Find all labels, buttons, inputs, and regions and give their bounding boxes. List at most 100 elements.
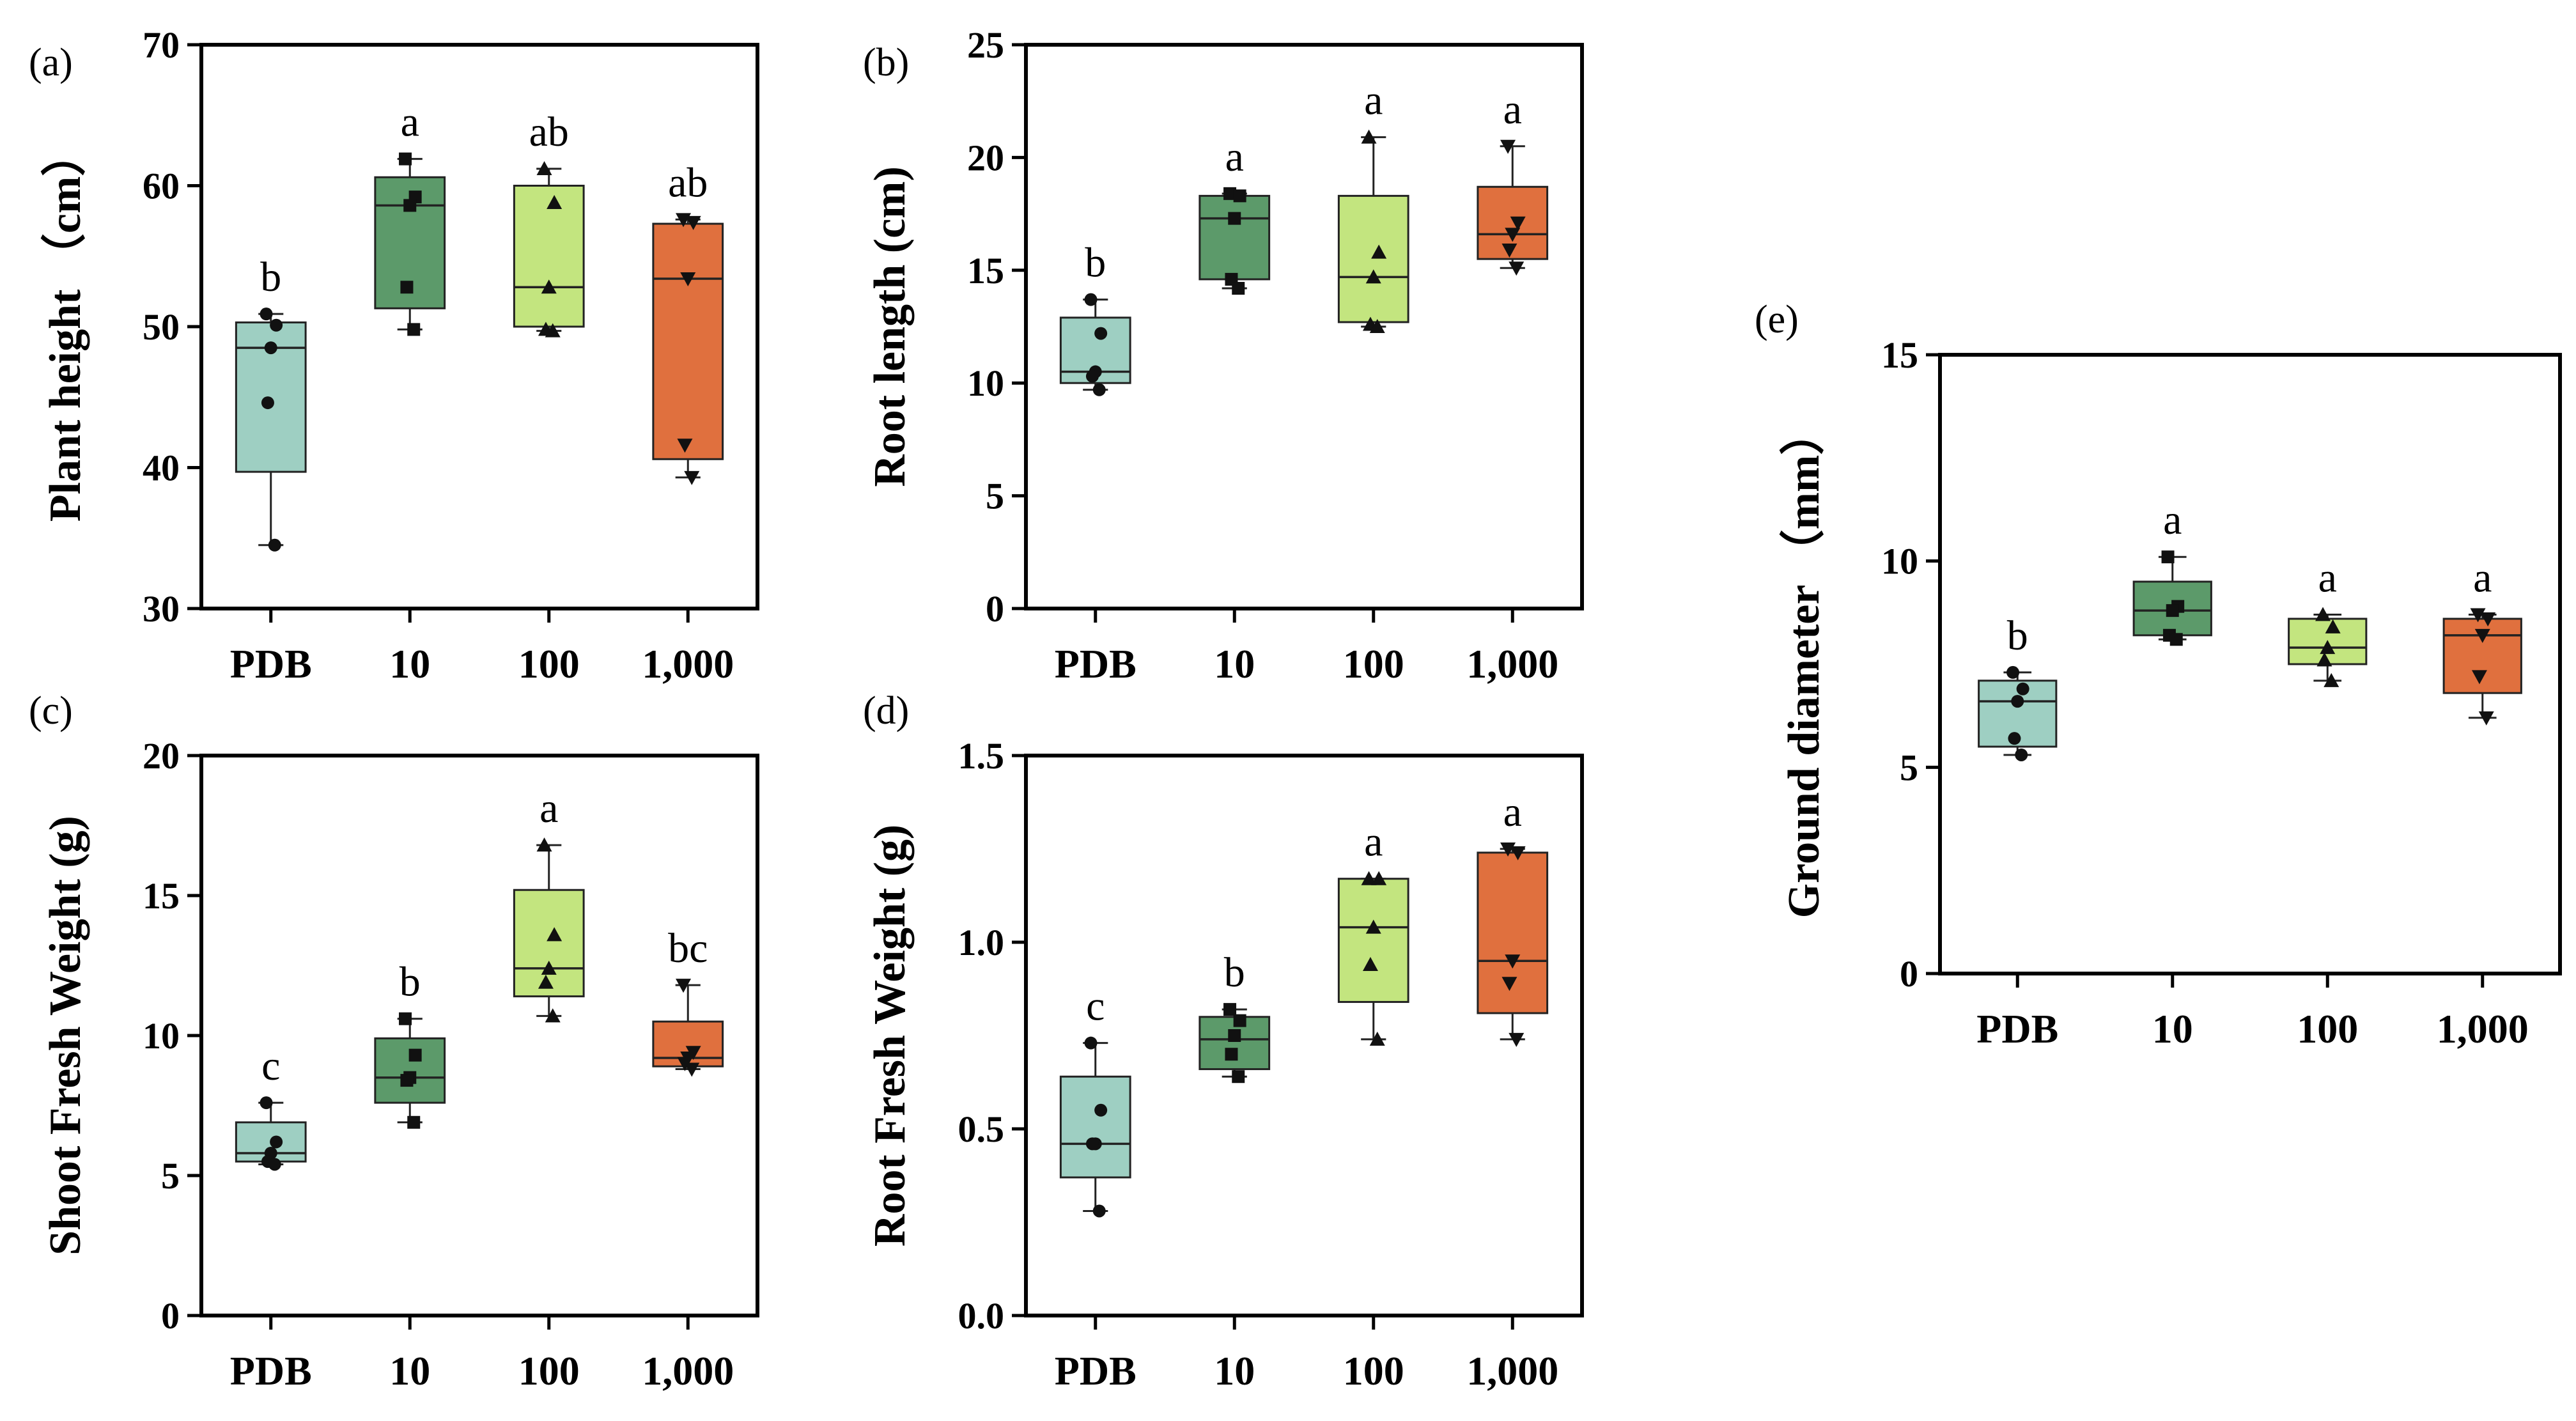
significance-letter: c <box>1086 983 1105 1030</box>
box-10: a <box>374 99 446 336</box>
data-point <box>1500 139 1516 154</box>
data-point <box>1369 319 1385 333</box>
data-point <box>407 1115 421 1129</box>
box-100: a <box>513 785 585 1023</box>
data-point <box>2316 652 2332 667</box>
y-axis-label: Root Fresh Weight (g) <box>865 825 915 1246</box>
panel-a: (a) Plant height （cm） 30 40 50 60 70 PDB b 10 a 100… <box>29 24 759 687</box>
data-point <box>399 152 412 166</box>
data-point <box>1510 846 1526 860</box>
data-point <box>264 341 277 355</box>
y-tick-label: 0.0 <box>958 1295 1005 1337</box>
data-point <box>1501 244 1517 258</box>
data-point <box>677 1057 693 1071</box>
y-tick-label: 5 <box>161 1155 180 1197</box>
data-point <box>1500 843 1516 857</box>
data-point <box>1509 261 1525 276</box>
data-point <box>2169 633 2183 646</box>
x-tick-label: 10 <box>389 1348 430 1394</box>
iqr-box <box>652 222 724 460</box>
data-point <box>270 318 283 332</box>
panel-e: (e) Ground diameter （mm） 0 5 10 15 PDB b 10 a 100 a… <box>1755 298 2562 1052</box>
iqr-box <box>1337 878 1409 1003</box>
y-tick-label: 0 <box>1900 953 1918 995</box>
data-point <box>2015 748 2028 761</box>
data-point <box>2320 640 2336 655</box>
data-point <box>1085 1137 1099 1151</box>
data-point <box>538 974 554 989</box>
plot-frame <box>1938 353 2562 975</box>
data-point <box>2478 711 2494 726</box>
data-point <box>1509 1032 1525 1047</box>
data-point <box>536 837 552 852</box>
significance-letter: a <box>2473 555 2492 602</box>
data-point <box>407 323 421 336</box>
data-point <box>1362 957 1378 972</box>
data-point <box>2471 670 2487 685</box>
x-tick-label: 10 <box>2152 1006 2193 1052</box>
y-tick-label: 25 <box>967 24 1004 66</box>
significance-letter: a <box>1503 789 1522 835</box>
box-PDB: b <box>235 254 307 552</box>
data-point <box>684 470 700 485</box>
y-tick-label: 1.0 <box>958 922 1005 963</box>
data-point <box>1092 1204 1106 1218</box>
data-point <box>260 1096 273 1110</box>
significance-letter: b <box>1224 949 1245 996</box>
data-point <box>2324 672 2339 687</box>
data-point <box>1361 871 1377 885</box>
data-point <box>1094 1103 1108 1117</box>
plot-frame <box>1024 43 1584 610</box>
significance-letter: b <box>400 959 421 1006</box>
data-point <box>2016 682 2029 695</box>
data-point <box>1225 1048 1238 1061</box>
data-point <box>1233 1014 1246 1027</box>
significance-letter: a <box>2318 555 2337 602</box>
significance-letter: bc <box>668 925 708 972</box>
data-point <box>677 439 693 453</box>
data-point <box>2166 604 2179 617</box>
data-point <box>1233 189 1246 203</box>
significance-letter: a <box>401 99 419 146</box>
data-point <box>545 323 561 338</box>
data-point <box>1365 919 1381 934</box>
y-tick-label: 0.5 <box>958 1108 1005 1150</box>
panel-label: (c) <box>29 689 73 733</box>
panel-b: (b) Root length (cm) 0 5 10 15 20 25 PDB b 10 a 100 a… <box>863 24 1584 687</box>
box-100: a <box>2288 555 2368 687</box>
y-tick-label: 30 <box>143 588 180 630</box>
significance-letter: b <box>2007 612 2028 659</box>
data-point <box>2470 608 2486 623</box>
y-tick-label: 10 <box>143 1015 180 1057</box>
y-tick-label: 1.5 <box>958 735 1005 777</box>
data-point <box>680 272 696 287</box>
data-point <box>684 1062 700 1077</box>
x-tick-label: PDB <box>230 1348 312 1394</box>
x-tick-label: 1,000 <box>2437 1006 2529 1052</box>
x-tick-label: 100 <box>1343 641 1404 687</box>
significance-letter: ab <box>668 159 708 206</box>
y-tick-label: 5 <box>986 476 1004 517</box>
iqr-box <box>1477 851 1549 1014</box>
x-tick-label: 1,000 <box>642 641 734 687</box>
data-point <box>536 161 552 176</box>
data-point <box>2161 550 2175 564</box>
y-tick-label: 50 <box>143 306 180 348</box>
x-tick-label: PDB <box>230 641 312 687</box>
y-tick-label: 0 <box>986 588 1004 630</box>
data-point <box>268 1158 281 1171</box>
x-tick-label: PDB <box>1055 641 1137 687</box>
significance-letter: b <box>260 254 281 300</box>
data-point <box>1510 216 1526 231</box>
data-point <box>1223 187 1237 200</box>
x-tick-label: 1,000 <box>1466 641 1558 687</box>
panel-d: (d) Root Fresh Weight (g) 0.0 0.5 1.0 1.5 PDB c… <box>863 689 1584 1394</box>
data-point <box>2474 628 2490 643</box>
iqr-box <box>513 889 585 998</box>
data-point <box>685 215 701 230</box>
panel-c: (c) Shoot Fresh Weight (g) 0 5 10 15 20 PDB c 10 b… <box>29 689 759 1394</box>
box-100: ab <box>513 109 585 338</box>
panel-label: (e) <box>1755 298 1799 341</box>
data-point <box>399 1012 412 1025</box>
data-point <box>2315 607 2331 621</box>
